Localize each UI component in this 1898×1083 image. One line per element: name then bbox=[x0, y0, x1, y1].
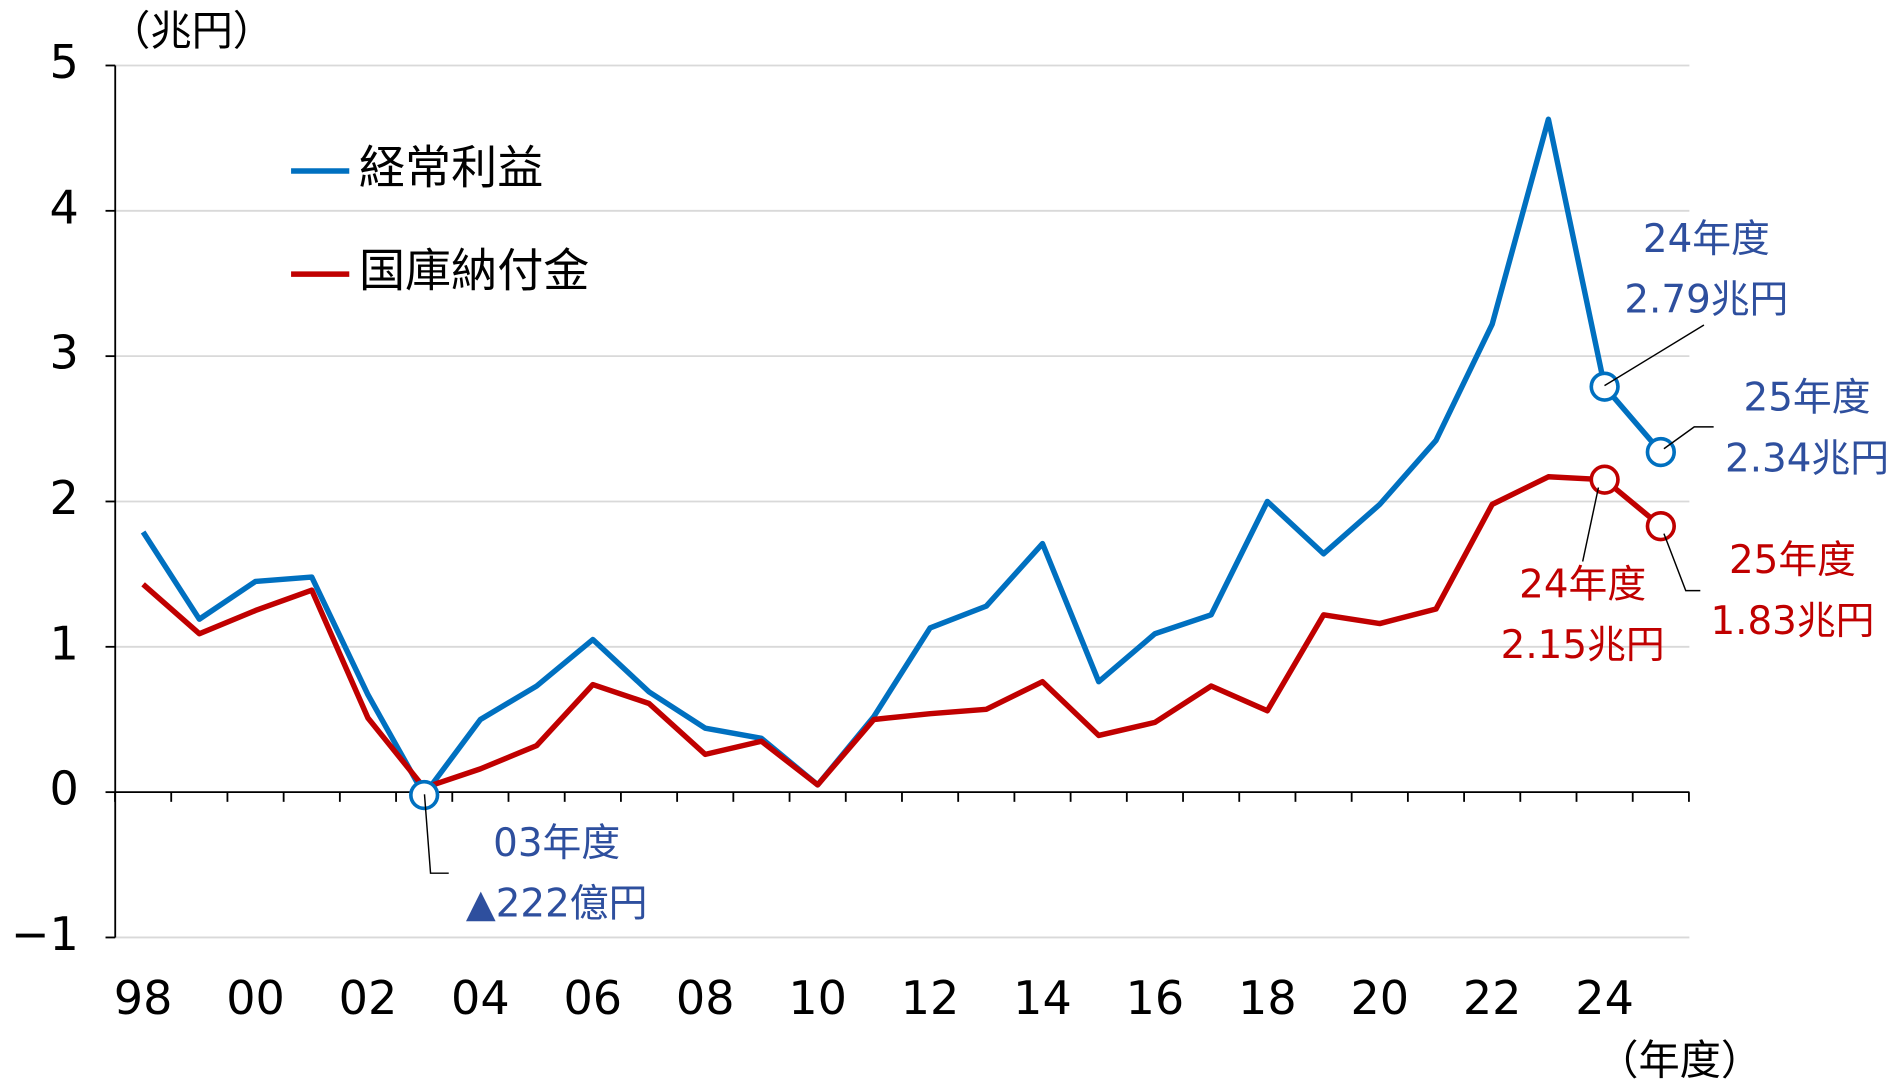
point-marker bbox=[1589, 371, 1620, 402]
x-tick-label: 24 bbox=[1575, 971, 1634, 1025]
annotation-text: 2.15兆円 bbox=[1501, 623, 1665, 668]
y-tick-label: 0 bbox=[50, 762, 79, 816]
point-marker bbox=[1589, 464, 1620, 495]
x-tick-label: 02 bbox=[339, 971, 398, 1025]
annotation-leader bbox=[1663, 533, 1701, 592]
annotation-text: ▲222億円 bbox=[466, 881, 647, 926]
y-tick-label: 1 bbox=[50, 616, 79, 670]
annotation-leader bbox=[1604, 324, 1705, 387]
annotation-leader bbox=[1663, 426, 1714, 450]
annotation-text: 2.34兆円 bbox=[1725, 436, 1889, 481]
y-tick-label: 3 bbox=[50, 326, 79, 380]
y-tick-label: −1 bbox=[11, 907, 79, 961]
point-marker bbox=[1645, 436, 1676, 468]
x-tick-label: 04 bbox=[451, 971, 510, 1025]
x-tick-label: 18 bbox=[1238, 971, 1297, 1025]
series-line bbox=[141, 474, 1663, 791]
x-tick-label: 00 bbox=[226, 971, 285, 1025]
legend-label: 国庫納付金 bbox=[359, 244, 589, 298]
x-tick-label: 22 bbox=[1463, 971, 1522, 1025]
x-unit-label: （年度） bbox=[1597, 1037, 1762, 1083]
x-tick-label: 16 bbox=[1126, 971, 1185, 1025]
x-tick-label: 98 bbox=[114, 971, 173, 1025]
y-unit-label: （兆円） bbox=[109, 7, 274, 55]
x-tick-label: 08 bbox=[676, 971, 735, 1025]
y-tick-label: 5 bbox=[50, 35, 79, 89]
annotation-text: 24年度 bbox=[1643, 217, 1770, 262]
annotation-text: 03年度 bbox=[493, 821, 620, 866]
annotation-text: 24年度 bbox=[1519, 562, 1646, 607]
legend-label: 経常利益 bbox=[359, 141, 543, 195]
series-line bbox=[140, 116, 1663, 798]
x-tick-label: 10 bbox=[788, 971, 847, 1025]
annotation-leader bbox=[423, 794, 449, 874]
x-tick-label: 20 bbox=[1350, 971, 1409, 1025]
x-tick-label: 14 bbox=[1013, 971, 1072, 1025]
annotation-leader bbox=[1581, 487, 1600, 562]
y-tick-label: 2 bbox=[50, 471, 79, 525]
x-tick-label: 06 bbox=[563, 971, 622, 1025]
annotation-text: 25年度 bbox=[1729, 538, 1856, 583]
annotation-text: 25年度 bbox=[1744, 376, 1871, 421]
point-marker bbox=[1645, 511, 1676, 542]
x-tick-label: 12 bbox=[901, 971, 960, 1025]
annotation-text: 1.83兆円 bbox=[1710, 599, 1874, 644]
y-tick-label: 4 bbox=[50, 180, 79, 234]
annotation-text: 2.79兆円 bbox=[1624, 277, 1788, 322]
